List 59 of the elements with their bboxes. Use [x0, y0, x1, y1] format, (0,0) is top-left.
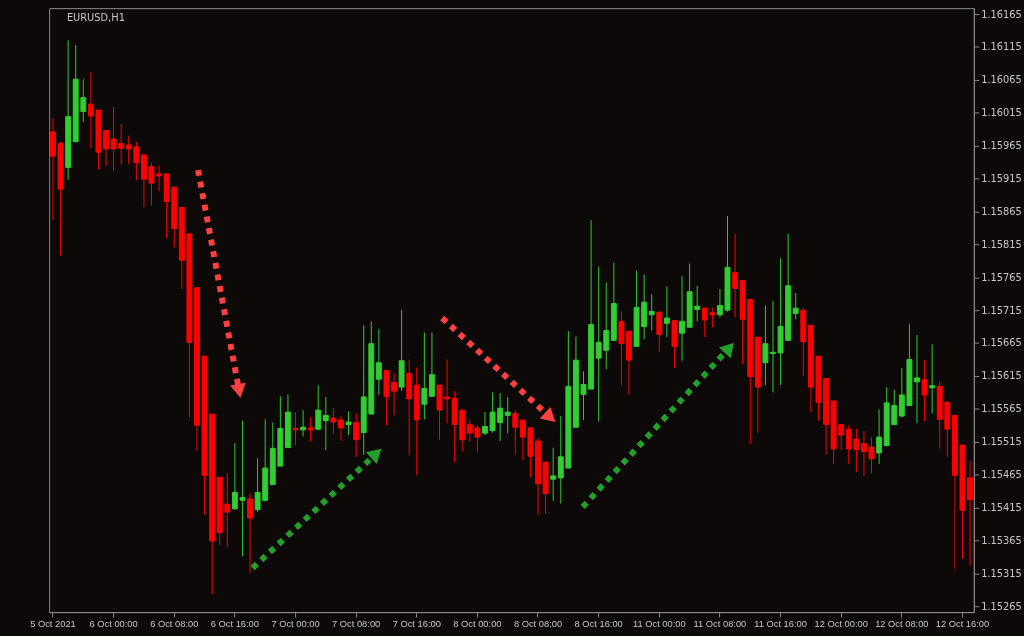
x-tick-label: 8 Oct 08:00	[513, 619, 563, 630]
y-tick-label: 1.15915	[981, 172, 1022, 184]
y-tick-label: 1.15665	[981, 337, 1022, 349]
y-tick-label: 1.15515	[981, 436, 1022, 448]
y-tick-label: 1.16165	[981, 8, 1022, 20]
candlestick	[921, 359, 928, 422]
x-tick-label: 11 Oct 00:00	[632, 619, 686, 630]
candlestick	[345, 410, 352, 436]
y-tick-label: 1.15765	[981, 271, 1022, 283]
candlestick	[428, 332, 435, 397]
candlestick	[421, 332, 428, 420]
candlestick	[656, 311, 663, 353]
x-tick-label: 8 Oct 00:00	[453, 619, 502, 630]
y-tick-label: 1.15715	[981, 304, 1022, 316]
y-tick-label: 1.16115	[981, 41, 1022, 53]
y-tick-label: 1.15865	[981, 205, 1022, 217]
y-tick-label: 1.15365	[981, 534, 1022, 546]
candlestick	[679, 275, 685, 362]
candlestick	[247, 492, 253, 574]
y-tick-label: 1.15465	[981, 469, 1022, 481]
x-tick-label: 7 Oct 16:00	[392, 619, 441, 630]
y-tick-label: 1.15315	[981, 567, 1022, 579]
x-tick-label: 11 Oct 16:00	[754, 619, 807, 630]
candlestick	[732, 233, 739, 318]
x-tick-label: 12 Oct 00:00	[814, 619, 868, 630]
candlestick	[300, 409, 307, 437]
x-tick-label: 7 Oct 08:00	[332, 619, 381, 630]
candlestick	[648, 293, 655, 332]
candlestick	[663, 285, 670, 338]
candlestick	[504, 396, 511, 434]
y-tick-label: 1.15265	[981, 600, 1022, 612]
x-tick-label: 11 Oct 08:00	[693, 619, 747, 630]
candlestick	[792, 292, 799, 320]
candlestick	[375, 328, 382, 396]
y-tick-label: 1.16065	[981, 74, 1022, 86]
y-tick-label: 1.15565	[981, 403, 1022, 415]
y-tick-label: 1.15815	[981, 238, 1022, 250]
candlestick	[315, 384, 322, 431]
x-tick-label: 5 Oct 2021	[30, 619, 76, 630]
candlestick	[292, 411, 299, 446]
candlestick	[307, 416, 314, 442]
y-tick-label: 1.15415	[981, 501, 1022, 513]
x-tick-label: 6 Oct 00:00	[89, 619, 138, 630]
y-tick-label: 1.15615	[981, 370, 1022, 382]
candlestick	[929, 343, 936, 414]
candlestick	[512, 409, 519, 455]
candlestick	[876, 408, 883, 465]
x-tick-label: 8 Oct 16:00	[574, 619, 623, 630]
x-tick-label: 12 Oct 08:00	[875, 619, 929, 630]
x-tick-label: 7 Oct 00:00	[271, 619, 320, 630]
x-tick-label: 6 Oct 08:00	[150, 619, 199, 630]
candlestick	[353, 412, 360, 458]
y-tick-label: 1.16015	[981, 107, 1022, 119]
candlestick	[322, 396, 329, 451]
chart-title: EURUSD,H1	[66, 11, 125, 23]
y-tick-label: 1.15965	[981, 140, 1022, 152]
x-tick-label: 12 Oct 16:00	[935, 619, 990, 630]
x-tick-label: 6 Oct 16:00	[210, 619, 259, 630]
candlestick	[550, 447, 557, 502]
